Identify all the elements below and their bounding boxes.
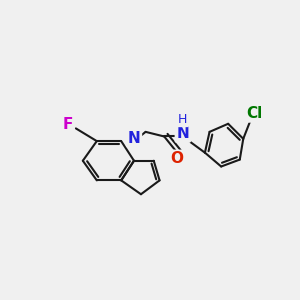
Text: N: N <box>176 126 189 141</box>
Text: O: O <box>170 152 184 166</box>
Text: H: H <box>178 113 188 126</box>
Text: F: F <box>62 117 73 132</box>
Text: Cl: Cl <box>246 106 262 121</box>
Text: N: N <box>128 130 140 146</box>
